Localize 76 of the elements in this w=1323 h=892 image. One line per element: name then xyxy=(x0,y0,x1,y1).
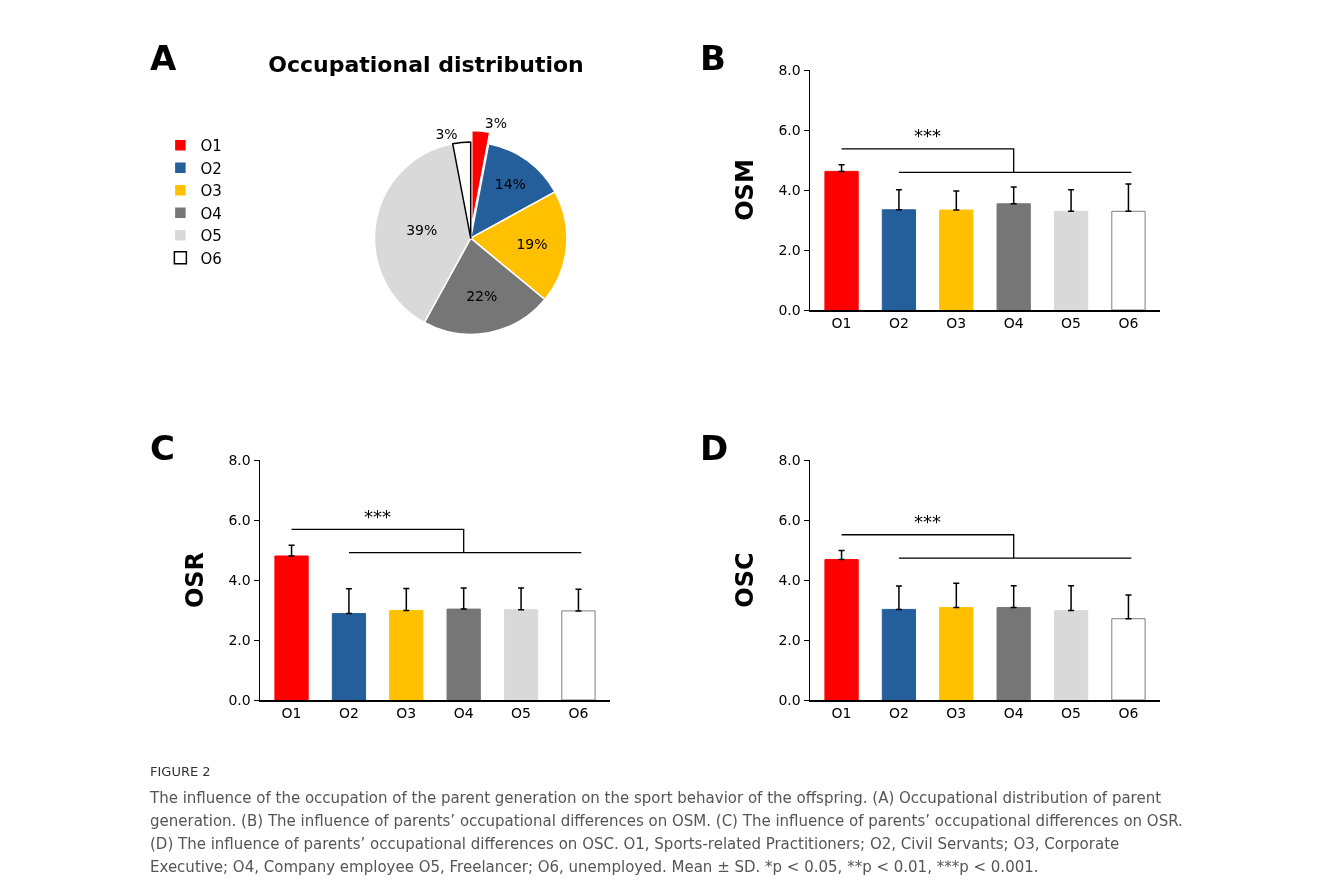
bar xyxy=(824,170,859,310)
y-tick-label: 8.0 xyxy=(228,451,251,468)
bar xyxy=(1053,210,1089,310)
y-tick-label: 8.0 xyxy=(778,61,801,78)
x-tick-label: O1 xyxy=(281,705,302,722)
x-tick-label: O2 xyxy=(888,315,909,332)
bar xyxy=(446,608,481,700)
bar xyxy=(503,609,539,700)
legend-label: O1 xyxy=(200,137,222,156)
annotation: *** xyxy=(364,506,391,527)
x-tick-label: O3 xyxy=(946,315,967,332)
x-tick-label: O4 xyxy=(453,705,474,722)
bar xyxy=(1111,618,1146,700)
data-label: 19% xyxy=(516,236,548,252)
y-axis-title: OSM xyxy=(730,159,759,221)
y-tick-label: 4.0 xyxy=(228,571,251,588)
data-label: 3% xyxy=(484,115,508,131)
y-tick-label: 2.0 xyxy=(228,631,251,648)
x-tick-label: O6 xyxy=(1118,315,1139,332)
bar xyxy=(881,209,917,310)
caption: FIGURE 2 xyxy=(150,763,212,781)
annotation: *** xyxy=(914,511,941,532)
bar xyxy=(561,610,596,700)
bar xyxy=(881,608,917,700)
bar xyxy=(1111,210,1146,310)
chart-title: Occupational distribution xyxy=(268,51,584,77)
x-tick-label: O1 xyxy=(831,315,852,332)
x-tick-label: O1 xyxy=(831,705,852,722)
x-tick-label: O3 xyxy=(946,705,967,722)
bar xyxy=(939,209,974,310)
y-tick-label: 4.0 xyxy=(778,571,801,588)
legend-label: O5 xyxy=(200,227,222,246)
legend-label: O2 xyxy=(200,159,222,178)
y-tick-label: 8.0 xyxy=(778,451,801,468)
data-label: 14% xyxy=(494,175,526,192)
y-axis-title: OSR xyxy=(180,551,209,609)
text: A xyxy=(150,38,177,78)
data-label: 39% xyxy=(406,222,438,239)
y-tick-label: 6.0 xyxy=(778,121,801,138)
y-tick-label: 6.0 xyxy=(228,511,251,528)
x-tick-label: O5 xyxy=(511,705,532,722)
x-tick-label: O5 xyxy=(1061,705,1082,722)
x-tick-label: O4 xyxy=(1003,705,1024,722)
bar xyxy=(996,607,1031,700)
y-tick-label: 0.0 xyxy=(778,691,801,708)
text: D xyxy=(700,428,729,468)
y-tick-label: 2.0 xyxy=(778,241,801,258)
y-tick-label: 4.0 xyxy=(778,181,801,198)
bar xyxy=(996,203,1031,310)
x-tick-label: O6 xyxy=(1118,705,1139,722)
y-tick-label: 2.0 xyxy=(778,631,801,648)
x-tick-label: O6 xyxy=(568,705,589,722)
x-tick-label: O4 xyxy=(1003,315,1024,332)
y-axis-title: OSC xyxy=(730,552,759,608)
x-tick-label: O2 xyxy=(338,705,359,722)
data-label: 22% xyxy=(466,287,498,304)
x-tick-label: O2 xyxy=(888,705,909,722)
text: C xyxy=(150,428,175,468)
data-label: 3% xyxy=(435,126,458,143)
bar xyxy=(331,613,367,700)
legend-label: O6 xyxy=(200,249,222,268)
y-tick-label: 0.0 xyxy=(228,691,251,708)
legend-label: O4 xyxy=(200,204,222,223)
y-tick-label: 0.0 xyxy=(778,301,801,318)
text: The influence of the occupation of the parent generation on the sport behavior of the offspring. (A) Occupational distribution of parent generation. (B) The influence of parents’ occupational differences on OSM. (C) The influence of parents’ occupational differences on OSR. (D) The influence of parents’ occupational differences on OSC. O1, Sports-related Practitioners; O2, Civil Servants; O3, Corporate Executive; O4, Company employee O5, Freelancer; O6, unemployed. Mean ± SD. *p < 0.05, **p < 0.01, ***p < 0.001. xyxy=(150,788,1184,878)
annotation: *** xyxy=(914,125,941,146)
bar xyxy=(274,555,309,700)
bar xyxy=(824,559,859,700)
bar xyxy=(389,610,424,700)
x-tick-label: O5 xyxy=(1061,315,1082,332)
bar xyxy=(1053,610,1089,700)
x-tick-label: O3 xyxy=(396,705,417,722)
y-tick-label: 6.0 xyxy=(778,511,801,528)
text: B xyxy=(700,38,726,78)
legend-label: O3 xyxy=(200,182,222,201)
bar xyxy=(939,607,974,700)
